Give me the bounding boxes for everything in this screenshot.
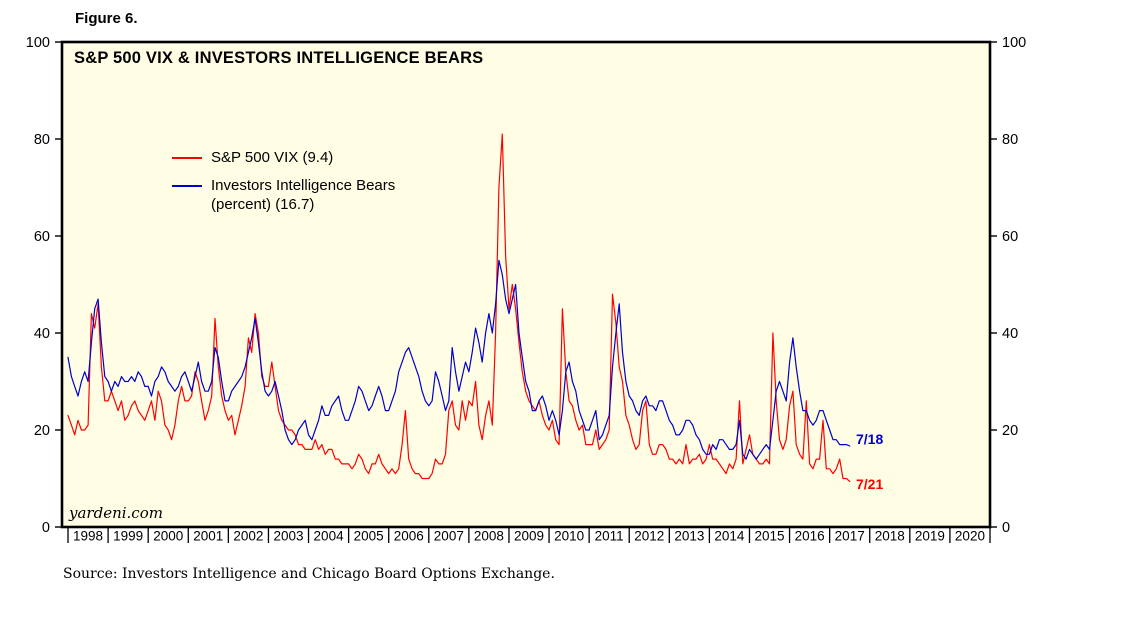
y-axis-tick-label-right: 0: [1002, 520, 1010, 536]
x-axis-year-label: 2008: [474, 529, 504, 544]
y-axis-tick-label-left: 60: [34, 229, 50, 245]
legend: S&P 500 VIX (9.4) Investors Intelligence…: [172, 148, 429, 223]
x-axis-year-label: 2017: [835, 529, 865, 544]
vix-line-swatch: [172, 157, 202, 159]
x-axis-year-label: 2014: [714, 529, 745, 544]
x-axis-year-label: 2010: [554, 529, 584, 544]
yardeni-watermark: yardeni.com: [69, 504, 163, 522]
x-axis-year-label: 2002: [233, 529, 263, 544]
y-axis-tick-label-left: 0: [42, 520, 50, 536]
x-axis-year-label: 2018: [875, 529, 905, 544]
source-note: Source: Investors Intelligence and Chica…: [63, 566, 555, 582]
x-axis-year-label: 1998: [73, 529, 103, 544]
y-axis-tick-label-left: 20: [34, 423, 50, 439]
x-axis-year-label: 2015: [755, 529, 785, 544]
x-axis-year-label: 2005: [354, 529, 384, 544]
bears-series-end-date-label: 7/18: [856, 431, 884, 447]
legend-item-vix: S&P 500 VIX (9.4): [172, 148, 429, 167]
y-axis-tick-label-right: 20: [1002, 423, 1018, 439]
x-axis-year-label: 2000: [153, 529, 183, 544]
x-axis-year-label: 2016: [795, 529, 825, 544]
x-axis-year-label: 2003: [273, 529, 303, 544]
x-axis-year-label: 2011: [595, 529, 624, 544]
plot-frame: [60, 40, 992, 529]
vix-series-line: [67, 133, 851, 482]
bears-series-line: [67, 259, 851, 460]
legend-item-bears: Investors Intelligence Bears (percent) (…: [172, 176, 429, 214]
x-axis-year-label: 1999: [113, 529, 143, 544]
x-axis-year-label: 2007: [434, 529, 464, 544]
x-axis-year-label: 2020: [955, 529, 985, 544]
figure-label: Figure 6.: [75, 10, 138, 27]
x-axis-year-label: 2012: [634, 529, 664, 544]
x-axis-year-label: 2006: [394, 529, 424, 544]
legend-label-vix: S&P 500 VIX (9.4): [211, 149, 334, 166]
x-axis-year-label: 2009: [514, 529, 544, 544]
y-axis-tick-label-right: 80: [1002, 132, 1018, 148]
bears-line-swatch: [172, 185, 202, 187]
legend-label-bears: Investors Intelligence Bears (percent) (…: [211, 177, 396, 213]
vix-series-end-date-label: 7/21: [856, 476, 884, 492]
y-axis-tick-label-left: 80: [34, 132, 50, 148]
x-axis-year-label: 2013: [674, 529, 704, 544]
y-axis-tick-label-left: 100: [26, 35, 50, 51]
y-axis-tick-label-left: 40: [34, 326, 50, 342]
chart-title: S&P 500 VIX & INVESTORS INTELLIGENCE BEA…: [74, 49, 484, 67]
x-axis-year-label: 2019: [915, 529, 945, 544]
y-axis-tick-label-right: 60: [1002, 229, 1018, 245]
y-axis-tick-label-right: 100: [1002, 35, 1026, 51]
x-axis-year-label: 2004: [314, 529, 345, 544]
x-axis-year-label: 2001: [193, 529, 223, 544]
y-axis-tick-label-right: 40: [1002, 326, 1018, 342]
